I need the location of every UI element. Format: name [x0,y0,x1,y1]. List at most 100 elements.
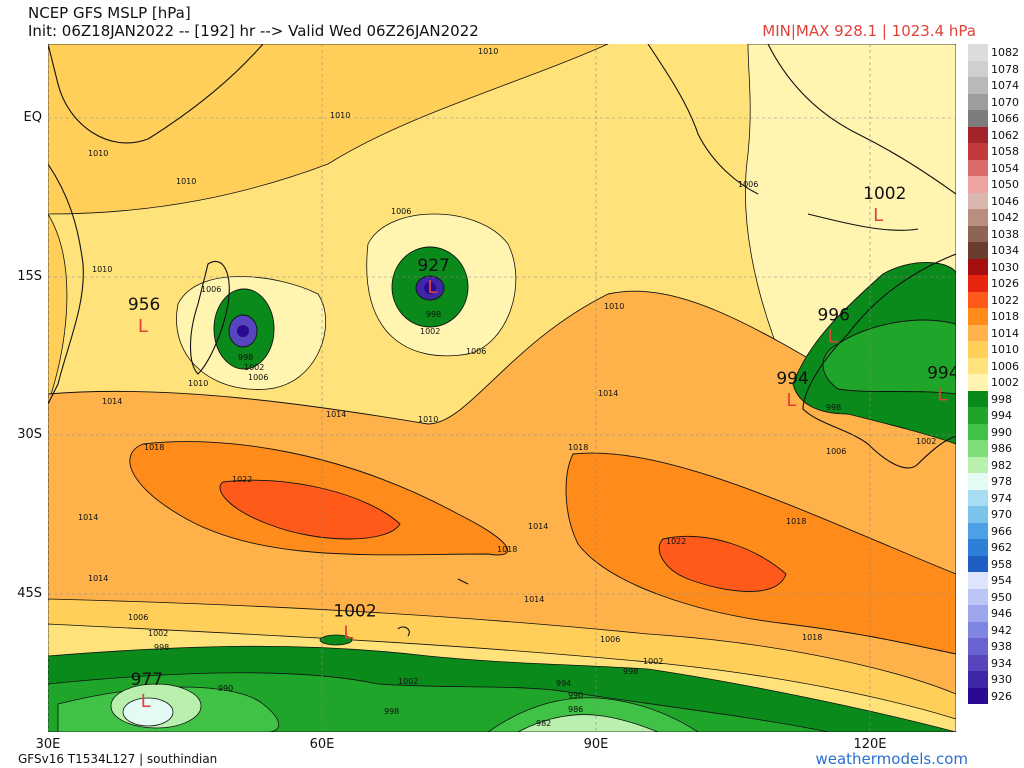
contour-label-998: 998 [384,707,399,716]
lat-label-eq: EQ [23,110,42,125]
legend-swatch [968,110,988,127]
legend-entry: 954 [968,572,1020,589]
legend-label: 1066 [991,112,1019,125]
contour-label-1014: 1014 [102,397,122,406]
legend-label: 1010 [991,343,1019,356]
lat-label-15s: 15S [17,269,42,284]
contour-label-1002: 1002 [420,327,440,336]
contour-label-1002: 1002 [244,363,264,372]
contour-label-998: 998 [426,310,441,319]
legend-swatch [968,44,988,61]
legend-label: 958 [991,557,1012,571]
contour-label-1006: 1006 [466,347,486,356]
legend-swatch [968,489,988,506]
legend-swatch [968,93,988,110]
pressure-legend: 1082 1078 1074 1070 1066 1062 1058 1054 1050 1046… [968,44,1020,726]
legend-label: 1026 [991,277,1019,290]
legend-swatch [968,374,988,391]
map-title: NCEP GFS MSLP [hPa] [28,4,191,22]
legend-swatch [968,126,988,143]
legend-label: 1002 [991,376,1019,389]
contour-label-1002: 1002 [916,437,936,446]
legend-label: 938 [991,640,1012,653]
legend-label: 1054 [991,161,1019,175]
legend-entry: 926 [968,687,1020,704]
contour-label-1006: 1006 [738,180,758,189]
pressure-value-label: 1002 [333,601,376,621]
contour-label-998: 998 [154,643,169,652]
legend-label: 1030 [991,260,1019,274]
contour-label-1010: 1010 [478,47,498,56]
legend-swatch [968,473,988,490]
contour-label-1018: 1018 [497,545,517,554]
legend-label: 926 [991,689,1012,703]
legend-swatch [968,143,988,160]
legend-swatch [968,539,988,556]
region-1010-north [48,44,609,215]
contour-label-1018: 1018 [786,517,806,526]
legend-label: 990 [991,425,1012,439]
contour-label-1002: 1002 [148,629,168,638]
legend-label: 1042 [991,211,1019,224]
contour-label-990: 990 [568,691,583,700]
legend-swatch [968,671,988,688]
legend-entry: 1042 [968,209,1020,226]
lat-label-30s: 30S [17,427,42,442]
lon-label-30e: 30E [35,737,61,752]
legend-entry: 982 [968,456,1020,473]
contour-label-990: 990 [218,684,233,693]
region-998-small-low [319,634,353,646]
legend-entry: 1070 [968,93,1020,110]
legend-entry: 934 [968,654,1020,671]
pressure-value-label: 994 [776,369,808,389]
legend-swatch [968,275,988,292]
legend-label: 1018 [991,310,1019,323]
contour-label-1014: 1014 [88,574,108,583]
lon-label-90e: 90E [583,737,609,752]
legend-entry: 978 [968,473,1020,490]
legend-label: 1058 [991,145,1019,158]
low-pressure-marker: L [937,385,947,406]
legend-swatch [968,638,988,655]
graticule [48,44,956,732]
legend-swatch [968,390,988,407]
legend-swatch [968,341,988,358]
min-max-readout: MIN|MAX 928.1 | 1023.4 hPa [762,22,976,40]
region-1010-west [48,213,68,405]
legend-swatch [968,209,988,226]
legend-entry: 950 [968,588,1020,605]
legend-entry: 1082 [968,44,1020,61]
legend-entry: 938 [968,638,1020,655]
legend-swatch [968,357,988,374]
legend-swatch [968,176,988,193]
contour-label-1018: 1018 [568,443,588,452]
pressure-map: 1010 1010 1010 1010 1010 1010 1010 1010 … [48,44,956,732]
legend-entry: 986 [968,440,1020,457]
contour-label-994: 994 [556,679,571,688]
contour-label-1010: 1010 [418,415,438,424]
region-994-australia [822,319,956,395]
legend-swatch [968,77,988,94]
legend-swatch [968,258,988,275]
contour-label-986: 986 [568,705,583,714]
legend-swatch [968,572,988,589]
contour-label-1006: 1006 [391,207,411,216]
low-pressure-marker: L [873,205,883,226]
legend-entry: 1050 [968,176,1020,193]
legend-entry: 1018 [968,308,1020,325]
contour-label-1006: 1006 [248,373,268,382]
legend-entry: 930 [968,671,1020,688]
legend-label: 1022 [991,293,1019,307]
legend-label: 950 [991,590,1012,604]
contour-label-1014: 1014 [524,595,544,604]
legend-entry: 1046 [968,192,1020,209]
legend-swatch [968,605,988,622]
legend-label: 994 [991,409,1012,422]
legend-label: 954 [991,574,1012,587]
legend-swatch [968,192,988,209]
region-1022-west-high [219,479,401,540]
legend-entry: 1030 [968,258,1020,275]
pressure-value-label: 994 [927,364,956,384]
legend-entry: 990 [968,423,1020,440]
